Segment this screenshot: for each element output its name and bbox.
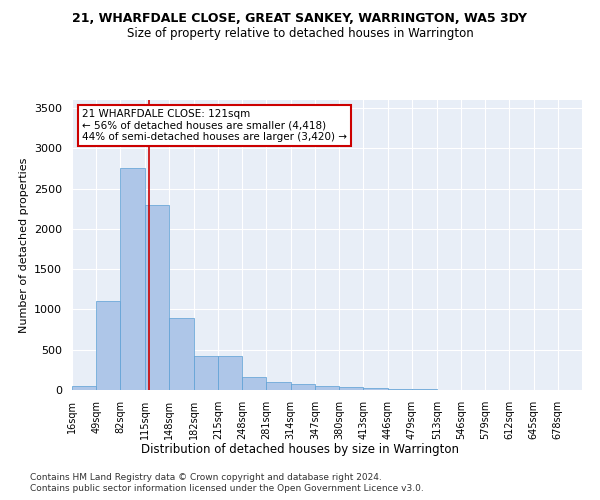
Bar [339,387,364,390]
Text: 21 WHARFDALE CLOSE: 121sqm
← 56% of detached houses are smaller (4,418)
44% of s: 21 WHARFDALE CLOSE: 121sqm ← 56% of deta… [82,108,347,142]
Bar [242,377,266,390]
Bar [388,389,412,390]
Bar [218,356,242,390]
Text: 21, WHARFDALE CLOSE, GREAT SANKEY, WARRINGTON, WA5 3DY: 21, WHARFDALE CLOSE, GREAT SANKEY, WARRI… [73,12,527,26]
Bar [290,384,315,390]
Text: Size of property relative to detached houses in Warrington: Size of property relative to detached ho… [127,28,473,40]
Bar [315,386,339,390]
Bar [364,388,388,390]
Bar [72,386,96,390]
Bar [194,356,218,390]
Bar [169,318,194,390]
Text: Contains public sector information licensed under the Open Government Licence v3: Contains public sector information licen… [30,484,424,493]
Bar [121,168,145,390]
Bar [266,382,290,390]
Text: Distribution of detached houses by size in Warrington: Distribution of detached houses by size … [141,442,459,456]
Y-axis label: Number of detached properties: Number of detached properties [19,158,29,332]
Bar [145,204,169,390]
Bar [96,302,121,390]
Text: Contains HM Land Registry data © Crown copyright and database right 2024.: Contains HM Land Registry data © Crown c… [30,472,382,482]
